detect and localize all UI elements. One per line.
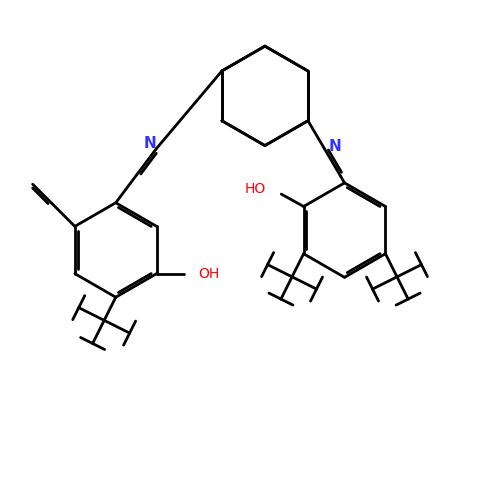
Text: HO: HO [245, 182, 266, 196]
Text: OH: OH [198, 266, 219, 280]
Text: N: N [329, 138, 342, 154]
Text: N: N [144, 136, 156, 150]
